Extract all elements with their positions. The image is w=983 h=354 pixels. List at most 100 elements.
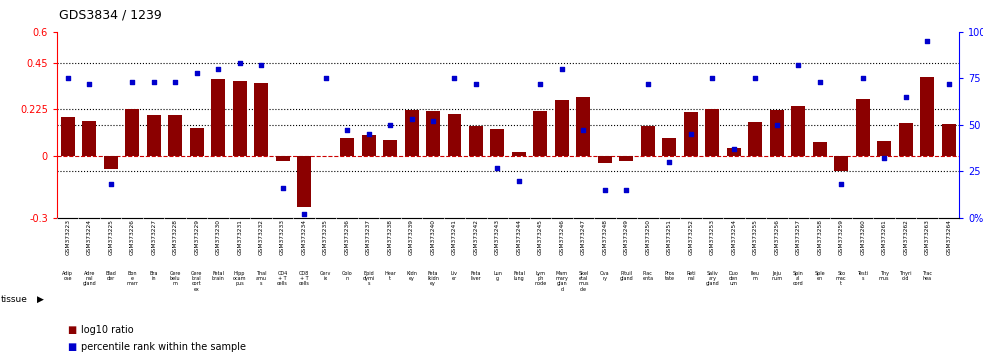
Text: GSM373245: GSM373245: [538, 219, 543, 255]
Text: GSM373228: GSM373228: [173, 219, 178, 255]
Text: GSM373226: GSM373226: [130, 219, 135, 255]
Point: [597, 187, 612, 193]
Bar: [748, 122, 762, 156]
Text: ■: ■: [67, 342, 76, 352]
Text: GSM373240: GSM373240: [431, 219, 435, 255]
Point: [103, 182, 119, 187]
Point: [82, 81, 97, 87]
Bar: [211, 79, 225, 156]
Bar: [405, 110, 419, 156]
Point: [790, 63, 806, 68]
Text: Ova
ry: Ova ry: [600, 271, 609, 281]
Point: [877, 155, 893, 161]
Text: Hipp
ocam
pus: Hipp ocam pus: [233, 271, 247, 286]
Text: percentile rank within the sample: percentile rank within the sample: [81, 342, 246, 352]
Point: [683, 131, 699, 137]
Bar: [125, 109, 140, 156]
Text: Pituil
gland: Pituil gland: [619, 271, 633, 281]
Point: [339, 127, 355, 133]
Text: Skel
etal
mus
cle: Skel etal mus cle: [578, 271, 589, 292]
Text: GSM373253: GSM373253: [710, 219, 715, 255]
Point: [747, 75, 763, 81]
Point: [769, 122, 784, 128]
Text: Spin
al
cord: Spin al cord: [793, 271, 804, 286]
Text: GSM373254: GSM373254: [731, 219, 736, 255]
Text: GSM373262: GSM373262: [903, 219, 908, 255]
Text: Jeju
num: Jeju num: [772, 271, 782, 281]
Text: Adip
ose: Adip ose: [62, 271, 73, 281]
Text: GSM373263: GSM373263: [925, 219, 930, 255]
Point: [855, 75, 871, 81]
Bar: [619, 156, 633, 161]
Text: GSM373243: GSM373243: [495, 219, 500, 255]
Text: GSM373235: GSM373235: [323, 219, 328, 255]
Point: [189, 70, 204, 76]
Bar: [83, 121, 96, 156]
Text: GSM373249: GSM373249: [624, 219, 629, 255]
Point: [640, 81, 656, 87]
Text: Colo
n: Colo n: [342, 271, 353, 281]
Text: Cere
belu
m: Cere belu m: [169, 271, 181, 286]
Point: [834, 182, 849, 187]
Text: Hear
t: Hear t: [384, 271, 396, 281]
Bar: [813, 142, 827, 156]
Text: Fetal
brain: Fetal brain: [211, 271, 224, 281]
Text: CD4
+ T
cells: CD4 + T cells: [277, 271, 288, 286]
Text: Testi
s: Testi s: [857, 271, 868, 281]
Text: GSM373237: GSM373237: [366, 219, 371, 255]
Bar: [512, 152, 526, 156]
Bar: [534, 112, 548, 156]
Bar: [726, 148, 741, 156]
Text: GSM373241: GSM373241: [452, 219, 457, 255]
Point: [60, 75, 76, 81]
Bar: [920, 77, 934, 156]
Text: Cerv
ix: Cerv ix: [319, 271, 331, 281]
Text: GSM373225: GSM373225: [108, 219, 113, 255]
Text: GSM373248: GSM373248: [603, 219, 607, 255]
Text: Sto
mac
t: Sto mac t: [836, 271, 846, 286]
Text: ▶: ▶: [37, 295, 44, 304]
Text: GSM373224: GSM373224: [87, 219, 91, 255]
Point: [662, 159, 677, 165]
Text: Liv
er: Liv er: [451, 271, 458, 281]
Bar: [255, 84, 268, 156]
Text: GSM373239: GSM373239: [409, 219, 414, 255]
Point: [167, 79, 183, 85]
Point: [145, 79, 161, 85]
Point: [446, 75, 462, 81]
Bar: [61, 116, 75, 156]
Text: Reti
nal: Reti nal: [686, 271, 696, 281]
Text: GSM373247: GSM373247: [581, 219, 586, 255]
Bar: [663, 138, 676, 156]
Text: GSM373232: GSM373232: [259, 219, 263, 255]
Point: [124, 79, 141, 85]
Bar: [297, 156, 311, 207]
Text: Bon
e
marr: Bon e marr: [126, 271, 139, 286]
Text: Adre
nal
gland: Adre nal gland: [83, 271, 96, 286]
Bar: [383, 140, 397, 156]
Text: Thyri
oid: Thyri oid: [899, 271, 912, 281]
Text: Feta
liver: Feta liver: [471, 271, 482, 281]
Text: Thal
amu
s: Thal amu s: [256, 271, 266, 286]
Bar: [104, 156, 118, 169]
Text: Mam
mary
glan
d: Mam mary glan d: [555, 271, 568, 292]
Point: [426, 118, 441, 124]
Text: GSM373233: GSM373233: [280, 219, 285, 255]
Text: GDS3834 / 1239: GDS3834 / 1239: [59, 9, 162, 22]
Text: GSM373234: GSM373234: [302, 219, 307, 255]
Bar: [641, 126, 655, 156]
Text: GSM373250: GSM373250: [646, 219, 651, 255]
Point: [232, 61, 248, 66]
Bar: [555, 100, 569, 156]
Text: Trac
hea: Trac hea: [922, 271, 932, 281]
Text: Kidn
ey: Kidn ey: [406, 271, 417, 281]
Text: log10 ratio: log10 ratio: [81, 325, 134, 335]
Point: [296, 211, 312, 217]
Text: GSM373238: GSM373238: [387, 219, 392, 255]
Point: [254, 63, 269, 68]
Text: Cere
bral
cort
ex: Cere bral cort ex: [191, 271, 202, 292]
Point: [576, 127, 592, 133]
Point: [275, 185, 291, 191]
Bar: [835, 156, 848, 171]
Bar: [877, 141, 892, 156]
